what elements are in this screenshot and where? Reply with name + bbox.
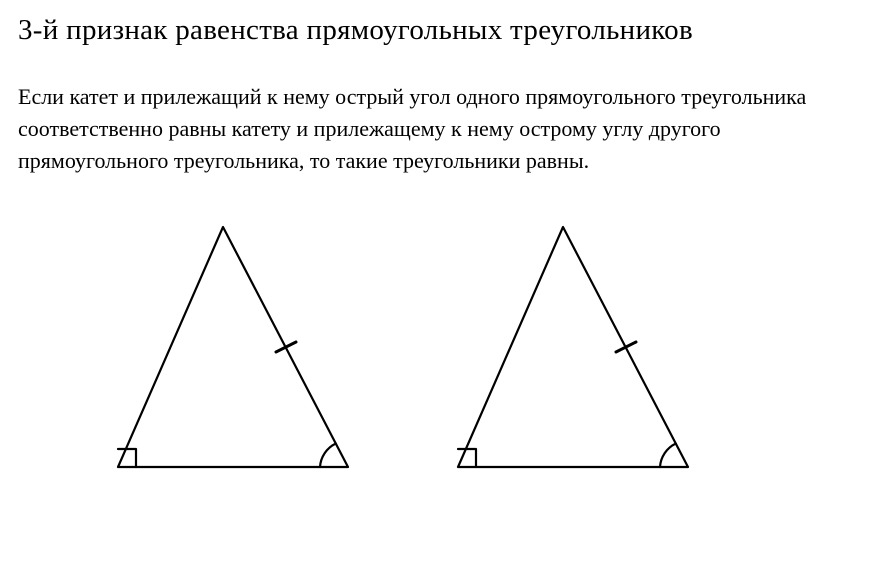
acute-angle-arc bbox=[660, 443, 676, 467]
right-angle-mark bbox=[118, 449, 136, 467]
theorem-text: Если катет и прилежащий к нему острый уг… bbox=[18, 81, 858, 177]
triangle-right bbox=[428, 217, 708, 487]
triangle-outline bbox=[458, 227, 688, 467]
right-angle-mark bbox=[458, 449, 476, 467]
triangles-figure bbox=[18, 217, 858, 487]
triangle-left bbox=[88, 217, 368, 487]
triangle-outline bbox=[118, 227, 348, 467]
triangle-left-svg bbox=[88, 217, 368, 487]
page-title: 3-й признак равенства прямоугольных треу… bbox=[18, 14, 858, 47]
hypotenuse-tick bbox=[616, 342, 636, 352]
triangle-right-svg bbox=[428, 217, 708, 487]
document-page: 3-й признак равенства прямоугольных треу… bbox=[0, 0, 876, 487]
hypotenuse-tick bbox=[276, 342, 296, 352]
acute-angle-arc bbox=[320, 443, 336, 467]
